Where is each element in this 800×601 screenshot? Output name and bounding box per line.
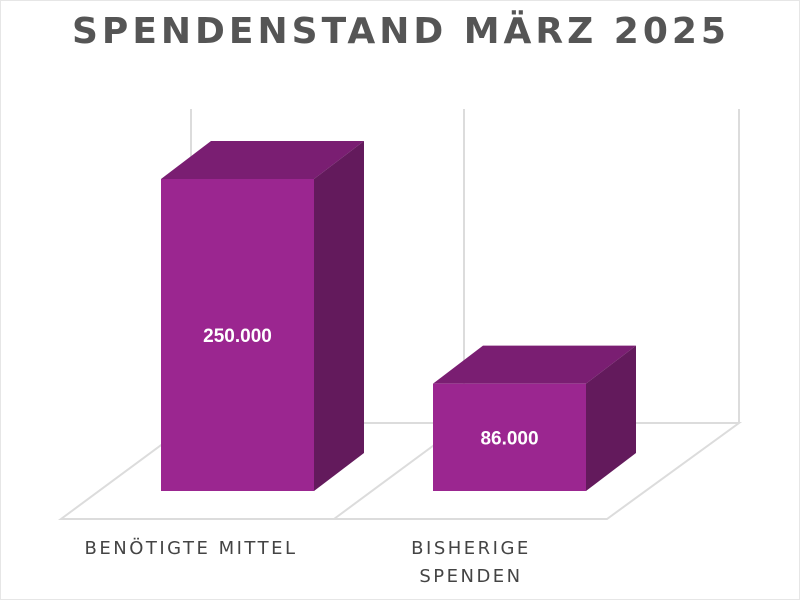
category-label-bisherige-spenden: BISHERIGE SPENDEN [411, 538, 531, 587]
bar-1: 250.000 [161, 141, 364, 491]
bar-2: 86.000 [433, 345, 636, 491]
category-label-benoetigte-mittel: BENÖTIGTE MITTEL [84, 538, 298, 559]
bar-2-value-label: 86.000 [480, 428, 538, 449]
bar-1-side [314, 141, 364, 491]
bar-2-side [586, 345, 636, 491]
chart-title: SPENDENSTAND MÄRZ 2025 [72, 11, 730, 52]
bar-1-value-label: 250.000 [203, 326, 272, 347]
bar-1-front [161, 179, 314, 491]
bar-1-top [161, 141, 364, 179]
bar-2-top [433, 345, 636, 384]
bar-2-front [433, 383, 586, 491]
